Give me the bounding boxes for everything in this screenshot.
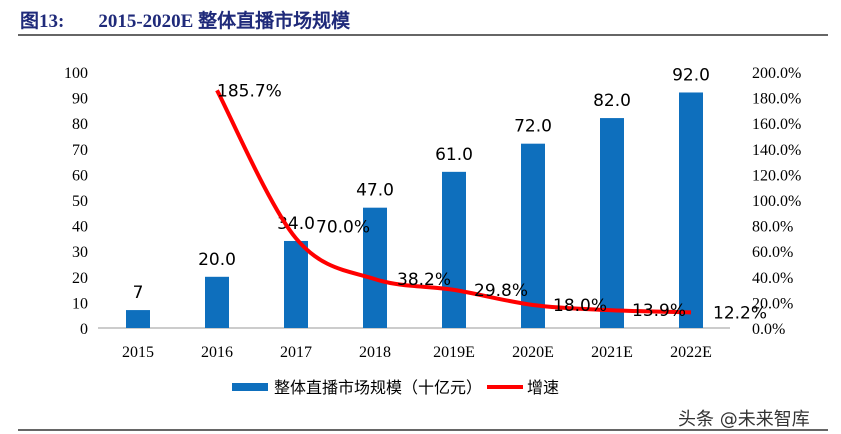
y-right-tick: 100.0% [752, 193, 801, 210]
bar [600, 118, 624, 328]
figure-title-text: 2015-2020E 整体直播市场规模 [98, 11, 351, 32]
bar-label: 61.0 [435, 145, 473, 165]
y-right-tick: 40.0% [752, 270, 793, 287]
figure-title: 图13: 2015-2020E 整体直播市场规模 [20, 6, 350, 33]
bar-label: 20.0 [198, 250, 236, 270]
line-label: 12.2% [713, 303, 767, 323]
watermark: 头条 @未来智库 [678, 409, 810, 430]
bar [521, 143, 545, 328]
line-label: 13.9% [632, 301, 686, 321]
x-tick: 2017 [280, 344, 312, 361]
line-label: 18.0% [553, 296, 607, 316]
line-label: 29.8% [474, 281, 528, 301]
y-right-tick: 60.0% [752, 244, 793, 261]
bar-label: 47.0 [356, 181, 394, 201]
y-right-tick: 180.0% [752, 91, 801, 108]
title-divider [18, 34, 828, 36]
line-label: 70.0% [316, 217, 370, 237]
y-left-tick: 40 [72, 219, 88, 236]
y-left-tick: 60 [72, 167, 88, 184]
y-left-tick: 10 [72, 295, 88, 312]
y-right-tick: 140.0% [752, 142, 801, 159]
bar [205, 276, 229, 328]
legend-label-line: 增速 [527, 378, 559, 397]
x-tick: 2020E [512, 344, 554, 361]
y-right-tick: 80.0% [752, 219, 793, 236]
bar [442, 171, 466, 328]
growth-line [215, 89, 692, 315]
y-left-tick: 50 [72, 193, 88, 210]
bar [126, 310, 150, 328]
bar [363, 207, 387, 328]
y-left-tick: 30 [72, 244, 88, 261]
y-right-tick: 160.0% [752, 116, 801, 133]
x-tick: 2016 [201, 344, 233, 361]
legend-label-bar: 整体直播市场规模（十亿元） [274, 378, 482, 397]
y-left-tick: 70 [72, 142, 88, 159]
bar-label: 82.0 [593, 91, 631, 111]
y-left-tick: 20 [72, 270, 88, 287]
bar [679, 92, 703, 328]
y-left-tick: 80 [72, 116, 88, 133]
x-tick: 2015 [122, 344, 154, 361]
y-right-tick: 200.0% [752, 65, 801, 82]
x-tick: 2018 [359, 344, 391, 361]
x-tick: 2019E [433, 344, 475, 361]
y-right-tick: 20.0% [752, 295, 793, 312]
y-left-tick: 0 [80, 321, 88, 338]
y-right-tick: 120.0% [752, 167, 801, 184]
bottom-divider [18, 429, 828, 431]
line-label: 38.2% [397, 270, 451, 290]
bar-label: 72.0 [514, 117, 552, 137]
bar [284, 240, 308, 328]
y-left-tick: 90 [72, 91, 88, 108]
legend-swatch-bar [232, 383, 268, 391]
bar-label: 7 [133, 283, 144, 303]
bar-label: 92.0 [672, 65, 710, 85]
figure-number: 图13: [20, 11, 65, 32]
x-tick: 2022E [670, 344, 712, 361]
y-right-tick: 0.0% [752, 321, 785, 338]
x-tick: 2021E [591, 344, 633, 361]
line-label: 185.7% [217, 81, 282, 101]
y-left-tick: 100 [64, 65, 88, 82]
